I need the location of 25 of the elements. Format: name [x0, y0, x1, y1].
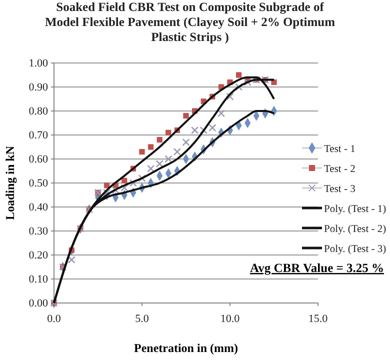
y-tick-label: 0.80	[28, 106, 48, 118]
y-tick-label: 0.50	[28, 178, 48, 190]
legend-label: Poly. (Test - 1)	[324, 204, 387, 215]
y-tick-label: 0.40	[28, 202, 48, 214]
y-axis-title: Loading in kN	[3, 146, 17, 220]
y-tick-label: 0.30	[28, 226, 48, 238]
y-tick-label: 0.60	[28, 154, 48, 166]
chart-title: Soaked Field CBR Test on Composite Subgrade of Model Flexible Pavement (Clayey Soil + 2% Optimum Plastic Strips )	[44, 0, 336, 45]
x-tick-label: 10.0	[220, 313, 240, 326]
legend-label: Test - 1	[324, 144, 356, 155]
x-tick-label: 0.0	[47, 313, 62, 326]
legend-label: Poly. (Test - 3)	[324, 244, 387, 255]
x-tick-label: 5.0	[135, 313, 150, 326]
y-tick-label: 0.90	[28, 82, 48, 94]
legend-label: Test - 2	[324, 164, 356, 175]
y-tick-label: 0.20	[28, 250, 48, 262]
x-tick-label: 15.0	[308, 313, 328, 326]
y-tick-label: 1.00	[28, 58, 48, 70]
y-tick-label: 0.10	[28, 274, 48, 286]
legend-label: Test - 3	[324, 184, 356, 195]
y-tick-label: 0.00	[28, 298, 48, 310]
y-tick-label: 0.70	[28, 130, 48, 142]
x-axis-title: Penetration in (mm)	[134, 341, 238, 355]
legend-label: Poly. (Test - 2)	[324, 224, 387, 235]
annotation: Avg CBR Value = 3.25 %	[250, 261, 384, 275]
